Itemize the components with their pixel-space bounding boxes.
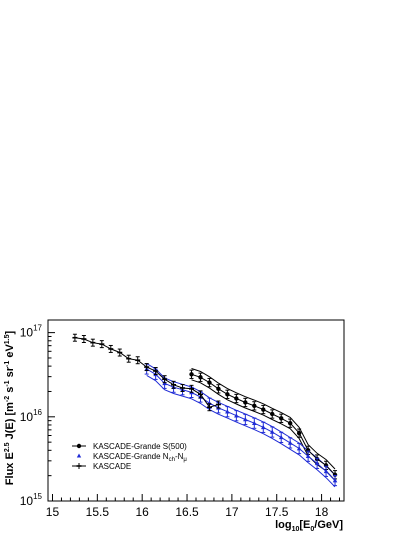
data-point [234,396,239,401]
data-point [252,420,257,425]
data-point [332,478,338,483]
series-line [146,368,336,481]
y-tick-label: 1016 [20,408,43,424]
band-upper-line [191,368,336,470]
data-point [305,453,311,459]
data-point [198,375,203,380]
data-point [225,392,230,397]
data-point [261,407,266,412]
legend-entry-kascade: KASCADE [72,462,131,471]
data-point [243,400,248,405]
plot-frame [47,319,345,502]
legend-triangle-marker [76,453,82,458]
y-tick-label: 1015 [20,492,43,508]
data-point [225,409,230,414]
data-point [287,420,293,426]
data-point [234,413,239,418]
data-series [72,333,338,487]
data-point [207,380,212,385]
data-point [269,429,275,434]
band-upper-line [146,363,336,476]
legend-label: KASCADE-Grande Nch-Nμ [93,452,187,463]
legend-label: KASCADE [93,462,131,471]
series-2 [72,333,221,412]
legend-label: KASCADE-Grande S(500) [93,442,187,451]
data-point [270,411,275,417]
data-point [243,416,248,422]
series-0 [189,369,338,480]
data-point [260,424,266,430]
data-point [252,403,257,409]
data-point [279,416,284,421]
legend-entry-kascade-grande-nch-nmu: KASCADE-Grande Nch-Nμ [76,452,187,463]
legend: KASCADE-Grande S(500) KASCADE-Grande Nch… [72,442,187,471]
data-point [296,430,302,436]
axes: 15 15.5 16 16.5 17 17.5 18 1015 1016 1017 [20,319,345,519]
band-lower-line [146,374,336,488]
y-tick-label: 1017 [20,324,43,340]
data-point [296,446,302,451]
x-tick-label: 15 [46,505,60,519]
x-tick-label: 16 [136,505,150,519]
x-tick-label: 17.5 [265,505,289,519]
y-axis-label: Flux E2.5 J(E) [m-2 s-1 sr-1 eV1.5] [4,330,16,485]
data-point [323,468,329,474]
data-point [314,460,320,466]
data-point [216,386,221,392]
data-point [287,440,293,445]
x-axis-label: log10[E0/GeV] [275,519,343,533]
data-point [278,434,284,440]
series-1 [144,363,338,487]
x-tick-label: 17 [225,505,239,519]
data-point [189,372,194,377]
x-tick-label: 16.5 [175,505,199,519]
x-tick-label: 15.5 [86,505,110,519]
x-tick-label: 18 [315,505,329,519]
legend-circle-marker [76,443,82,449]
legend-entry-kascade-grande-s500: KASCADE-Grande S(500) [72,442,187,451]
